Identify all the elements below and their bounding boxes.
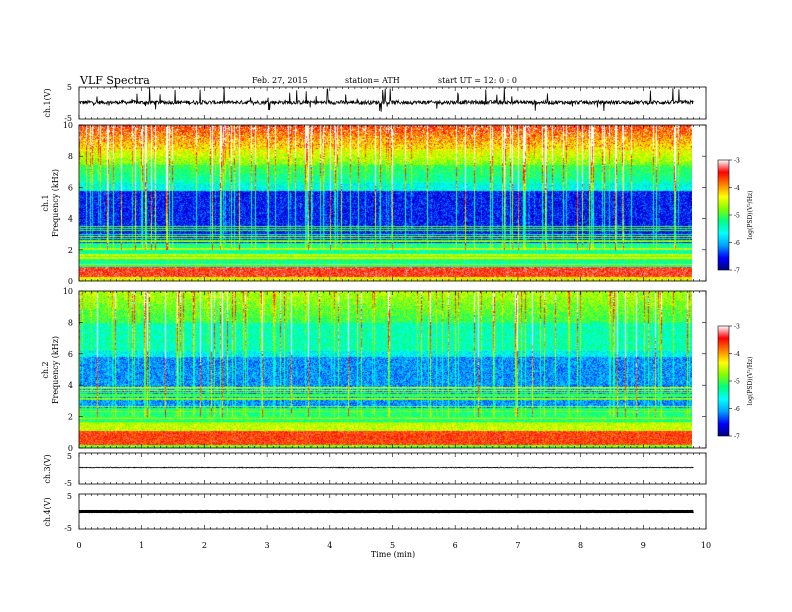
ch3-waveform-frame	[78, 452, 707, 485]
spec2-y-tick-label: 6	[68, 350, 73, 359]
ch3-waveform-trace	[79, 466, 694, 469]
ch4-ytick-top: 5	[67, 492, 72, 501]
spec2-y-tick-label: 0	[68, 444, 73, 453]
ch1-waveform-xticks	[78, 87, 707, 119]
ch1-ytick-bottom: -5	[64, 114, 72, 123]
ch1-colorbar-ticks: -3 -4 -5 -6 -7	[729, 158, 740, 275]
ch1-spectrogram-xticks	[78, 125, 707, 281]
x-tick-label: 3	[265, 541, 270, 550]
x-tick-label: 5	[390, 541, 395, 550]
cb1-tick-label: -3	[734, 158, 740, 165]
spec2-y-tick-label: 8	[68, 318, 73, 327]
date-label: Feb. 27, 2015	[252, 76, 308, 85]
ch3-ytick-top: 5	[67, 452, 72, 461]
spec2-y-tick-label: 10	[63, 287, 73, 296]
x-tick-label: 4	[327, 541, 332, 550]
ch4-waveform-ylabel: ch.4(V)	[43, 497, 52, 526]
ch1-spectrogram-ylabel: Frequency (kHz)	[51, 169, 60, 237]
cb1-tick-label: -5	[734, 213, 740, 220]
station-label: station= ATH	[345, 76, 400, 85]
cb1-tick-label: -4	[734, 185, 740, 192]
ch1-spectrogram-image	[79, 125, 692, 281]
spec2-y-tick-label: 2	[68, 413, 73, 422]
ch3-waveform-panel: 5 -5 ch.3(V)	[43, 452, 707, 488]
x-tick-label: 6	[453, 541, 458, 550]
ch3-waveform-ylabel: ch.3(V)	[43, 454, 52, 483]
spec1-y-tick-label: 4	[68, 215, 73, 224]
ch2-spectrogram-image	[79, 291, 692, 448]
ch2-colorbar	[717, 325, 730, 437]
ch4-waveform-panel: 5 -5 ch.4(V)	[43, 492, 707, 533]
x-axis-tick-labels: 0 1 2 3 4 5 6 7 8 9 10	[76, 541, 711, 550]
cb2-tick-label: -7	[734, 434, 740, 441]
ch3-waveform-xticks	[78, 453, 707, 484]
spec1-y-tick-label: 8	[68, 152, 73, 161]
ch3-ytick-bottom: -5	[64, 479, 72, 488]
ch4-ytick-bottom: -5	[64, 524, 72, 533]
x-tick-label: 2	[202, 541, 207, 550]
x-tick-label: 9	[641, 541, 646, 550]
ch1-waveform-panel: 5 -5 ch.1(V)	[43, 83, 707, 123]
cb2-tick-label: -3	[734, 324, 740, 331]
spec1-y-tick-label: 10	[63, 121, 73, 130]
ch2-colorbar-label: log(PSD)(V²/Hz)	[747, 357, 754, 406]
spec1-y-tick-label: 6	[68, 183, 73, 192]
cb1-tick-label: -6	[734, 240, 740, 247]
ch2-spectrogram-channel-label: ch.2	[41, 361, 50, 378]
cb2-tick-label: -6	[734, 406, 740, 413]
x-tick-label: 8	[578, 541, 583, 550]
ch1-waveform-trace	[78, 87, 694, 112]
start-time-label: start UT = 12: 0 : 0	[438, 76, 517, 85]
cb1-tick-label: -7	[734, 268, 740, 275]
ch1-colorbar	[717, 159, 730, 271]
x-tick-label: 1	[139, 541, 144, 550]
x-tick-label: 10	[701, 541, 711, 550]
spec1-y-tick-label: 0	[68, 277, 73, 286]
ch2-spectrogram-xticks	[78, 291, 707, 448]
ch2-spectrogram-yticks: 0 2 4 6 8 10	[63, 287, 706, 453]
ch1-spectrogram-channel-label: ch.1	[41, 194, 50, 211]
ch4-waveform-xticks	[78, 494, 707, 529]
x-tick-label: 0	[76, 541, 81, 550]
ch1-ytick-top: 5	[67, 83, 72, 92]
ch1-spectrogram-yticks: 0 2 4 6 8 10	[63, 121, 706, 286]
ch2-spectrogram-ylabel: Frequency (kHz)	[51, 336, 60, 404]
ch2-colorbar-ticks: -3 -4 -5 -6 -7	[729, 324, 740, 441]
ch1-waveform-ylabel: ch.1(V)	[43, 88, 52, 117]
spec2-y-tick-label: 4	[68, 381, 73, 390]
ch1-colorbar-label: log(PSD)(V²/Hz)	[747, 191, 754, 240]
spec1-y-tick-label: 2	[68, 246, 73, 255]
x-tick-label: 7	[515, 541, 520, 550]
cb2-tick-label: -5	[734, 379, 740, 386]
x-axis-label: Time (min)	[371, 550, 415, 559]
cb2-tick-label: -4	[734, 351, 740, 358]
figure-title: VLF Spectra	[79, 74, 150, 87]
